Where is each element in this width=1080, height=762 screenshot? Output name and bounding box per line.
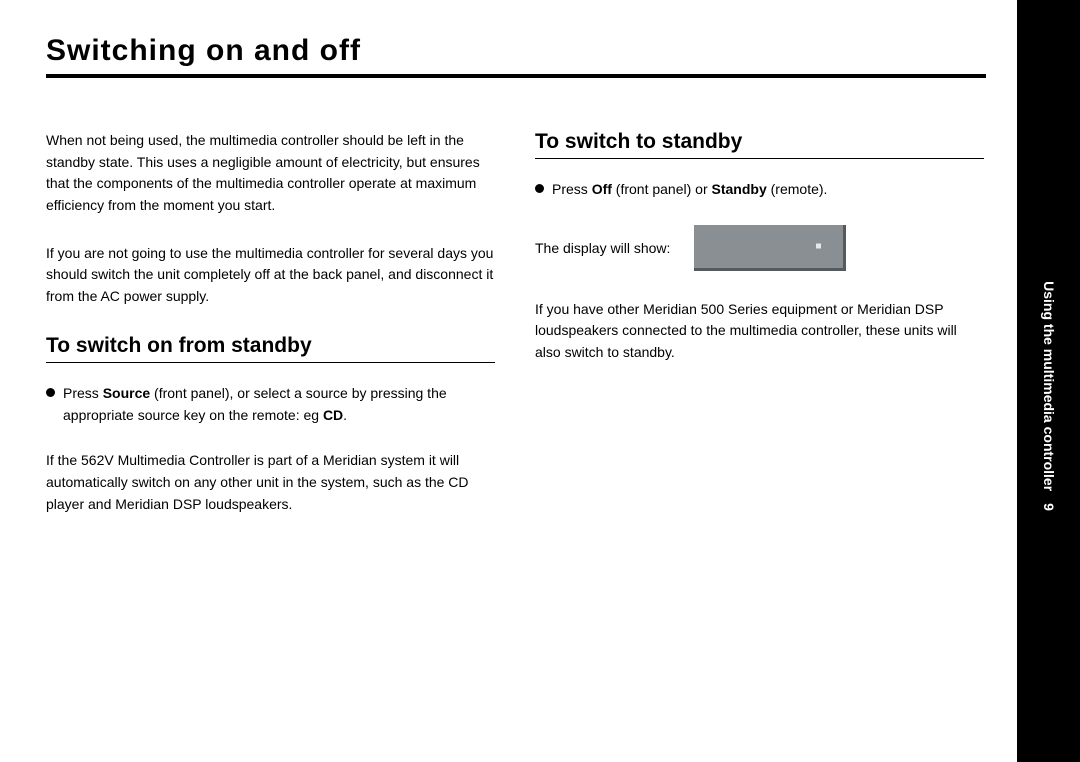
text-frag: (remote).	[767, 181, 828, 197]
text-frag: Press	[63, 385, 103, 401]
intro-paragraph-1: When not being used, the multimedia cont…	[46, 130, 495, 217]
chapter-sidebar: Using the multimedia controller 9	[1017, 0, 1080, 762]
title-row: Switching on and off	[46, 34, 986, 68]
left-column: When not being used, the multimedia cont…	[46, 130, 495, 541]
text-frag: Press	[552, 181, 592, 197]
instruction-bullet: Press Source (front panel), or select a …	[46, 383, 495, 426]
page-number: 9	[1041, 503, 1057, 511]
two-column-layout: When not being used, the multimedia cont…	[46, 130, 1006, 541]
display-preview-row: The display will show:	[535, 225, 984, 271]
title-rule	[46, 74, 986, 78]
text-bold: CD	[323, 407, 343, 423]
content-area: Switching on and off When not being used…	[46, 34, 1006, 541]
sidebar-title-text: Using the multimedia controller	[1041, 281, 1057, 491]
text-bold: Off	[592, 181, 612, 197]
bullet-icon	[535, 184, 544, 193]
text-bold: Source	[103, 385, 150, 401]
page-title: Switching on and off	[46, 34, 986, 68]
text-frag: (front panel) or	[612, 181, 712, 197]
subhead-rule	[46, 362, 495, 363]
standby-dot-icon	[816, 244, 821, 249]
subhead-rule	[535, 158, 984, 159]
intro-paragraph-2: If you are not going to use the multimed…	[46, 243, 495, 308]
bullet-icon	[46, 388, 55, 397]
after-paragraph: If the 562V Multimedia Controller is par…	[46, 450, 495, 515]
manual-page: Using the multimedia controller 9 Switch…	[0, 0, 1080, 762]
after-paragraph: If you have other Meridian 500 Series eq…	[535, 299, 984, 364]
bullet-text: Press Source (front panel), or select a …	[63, 383, 495, 426]
right-column: To switch to standby Press Off (front pa…	[535, 130, 984, 541]
text-bold: Standby	[712, 181, 767, 197]
chapter-label: Using the multimedia controller 9	[1041, 281, 1057, 511]
display-caption: The display will show:	[535, 240, 670, 256]
text-frag: .	[343, 407, 347, 423]
subheading-switch-on: To switch on from standby	[46, 334, 495, 358]
bullet-text: Press Off (front panel) or Standby (remo…	[552, 179, 827, 201]
subheading-switch-standby: To switch to standby	[535, 130, 984, 154]
instruction-bullet: Press Off (front panel) or Standby (remo…	[535, 179, 984, 201]
device-display-illustration	[694, 225, 846, 271]
